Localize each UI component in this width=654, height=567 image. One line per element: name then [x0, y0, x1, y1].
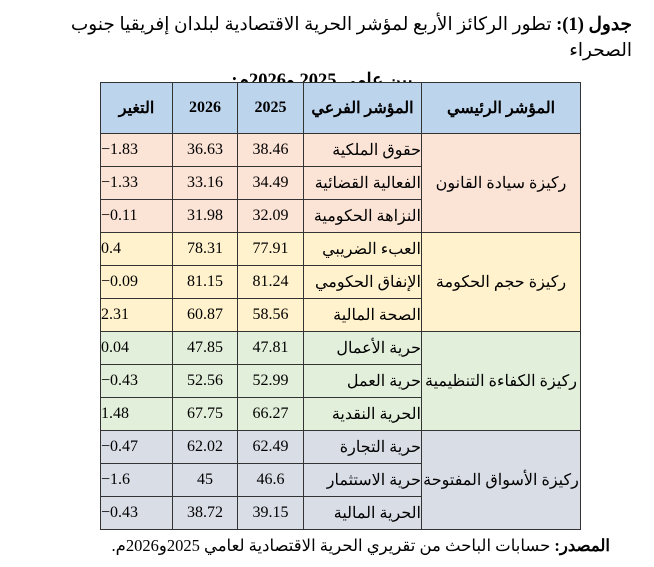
source-label: المصدر: — [554, 536, 610, 555]
value-2025: 62.49 — [237, 430, 304, 464]
table-row: ركيزة حجم الحكومة العبء الضريبي 77.91 78… — [100, 232, 581, 332]
table-row: ركيزة سيادة القانون حقوق الملكية 38.46 3… — [100, 133, 581, 233]
sub-indicator: الصحة المالية — [303, 298, 422, 332]
value-2025: 38.46 — [237, 133, 304, 167]
caption-text: تطور الركائز الأربع لمؤشر الحرية الاقتصا… — [70, 15, 632, 61]
group-name: ركيزة الكفاءة التنظيمية — [421, 331, 581, 431]
sub-indicator: حقوق الملكية — [303, 133, 422, 167]
sub-indicator: حرية العمل — [303, 364, 422, 398]
value-change: 1.83− — [100, 133, 173, 167]
header-year-2026: 2026 — [172, 82, 238, 134]
value-change: 2.31 — [100, 298, 173, 332]
caption-label: جدول (1): — [556, 15, 632, 35]
source-note: المصدر: حسابات الباحث من تقريري الحرية ا… — [112, 536, 610, 556]
value-change: 0.4 — [100, 232, 173, 266]
table-row: حرية العمل 52.99 52.56 0.43− — [100, 364, 581, 398]
header-change: التغير — [100, 82, 173, 134]
value-2025: 58.56 — [237, 298, 304, 332]
table-row: الحرية المالية 39.15 38.72 0.43− — [100, 496, 581, 530]
table-row: ركيزة الكفاءة التنظيمية حرية الأعمال 47.… — [100, 331, 581, 431]
table-row: النزاهة الحكومية 32.09 31.98 0.11− — [100, 199, 581, 233]
value-change: 1.48 — [100, 397, 173, 431]
value-2026: 62.02 — [172, 430, 238, 464]
table-row: الحرية النقدية 66.27 67.75 1.48 — [100, 397, 581, 431]
value-2025: 47.81 — [237, 331, 304, 365]
table-row: الصحة المالية 58.56 60.87 2.31 — [100, 298, 581, 332]
sub-indicator: الفعالية القضائية — [303, 166, 422, 200]
value-change: 1.6− — [100, 463, 173, 497]
table-row: ركيزة الأسواق المفتوحة حرية التجارة 62.4… — [100, 430, 581, 530]
value-2026: 78.31 — [172, 232, 238, 266]
value-2026: 81.15 — [172, 265, 238, 299]
table-row: الفعالية القضائية 34.49 33.16 1.33− — [100, 166, 581, 200]
sub-indicator: الإنفاق الحكومي — [303, 265, 422, 299]
value-2025: 66.27 — [237, 397, 304, 431]
value-2026: 33.16 — [172, 166, 238, 200]
value-2025: 34.49 — [237, 166, 304, 200]
value-change: 0.43− — [100, 496, 173, 530]
header-main-indicator: المؤشر الرئيسي — [421, 82, 581, 134]
sub-indicator: الحرية النقدية — [303, 397, 422, 431]
value-2025: 52.99 — [237, 364, 304, 398]
value-change: 1.33− — [100, 166, 173, 200]
sub-indicator: حرية التجارة — [303, 430, 422, 464]
sub-indicator: حرية الأعمال — [303, 331, 422, 365]
value-2026: 67.75 — [172, 397, 238, 431]
value-change: 0.11− — [100, 199, 173, 233]
value-2025: 77.91 — [237, 232, 304, 266]
value-2025: 81.24 — [237, 265, 304, 299]
value-2026: 31.98 — [172, 199, 238, 233]
value-2026: 47.85 — [172, 331, 238, 365]
source-text: حسابات الباحث من تقريري الحرية الاقتصادي… — [111, 536, 555, 555]
table-row: حرية الاستثمار 46.6 45 1.6− — [100, 463, 581, 497]
table-row: الإنفاق الحكومي 81.24 81.15 0.09− — [100, 265, 581, 299]
value-change: 0.47− — [100, 430, 173, 464]
sub-indicator: حرية الاستثمار — [303, 463, 422, 497]
group-name: ركيزة الأسواق المفتوحة — [421, 430, 581, 530]
value-2025: 39.15 — [237, 496, 304, 530]
sub-indicator: الحرية المالية — [303, 496, 422, 530]
header-year-2025: 2025 — [237, 82, 304, 134]
sub-indicator: العبء الضريبي — [303, 232, 422, 266]
header-sub-indicator: المؤشر الفرعي — [303, 82, 422, 134]
value-2026: 45 — [172, 463, 238, 497]
sub-indicator: النزاهة الحكومية — [303, 199, 422, 233]
value-2025: 32.09 — [237, 199, 304, 233]
value-change: 0.09− — [100, 265, 173, 299]
table-header-row: المؤشر الرئيسي المؤشر الفرعي 2025 2026 ا… — [100, 82, 581, 134]
group-name: ركيزة حجم الحكومة — [421, 232, 581, 332]
value-2025: 46.6 — [237, 463, 304, 497]
value-2026: 60.87 — [172, 298, 238, 332]
freedom-index-table: المؤشر الرئيسي المؤشر الفرعي 2025 2026 ا… — [100, 82, 581, 530]
group-name: ركيزة سيادة القانون — [421, 133, 581, 233]
value-2026: 52.56 — [172, 364, 238, 398]
value-change: 0.04 — [100, 331, 173, 365]
value-2026: 36.63 — [172, 133, 238, 167]
value-2026: 38.72 — [172, 496, 238, 530]
value-change: 0.43− — [100, 364, 173, 398]
